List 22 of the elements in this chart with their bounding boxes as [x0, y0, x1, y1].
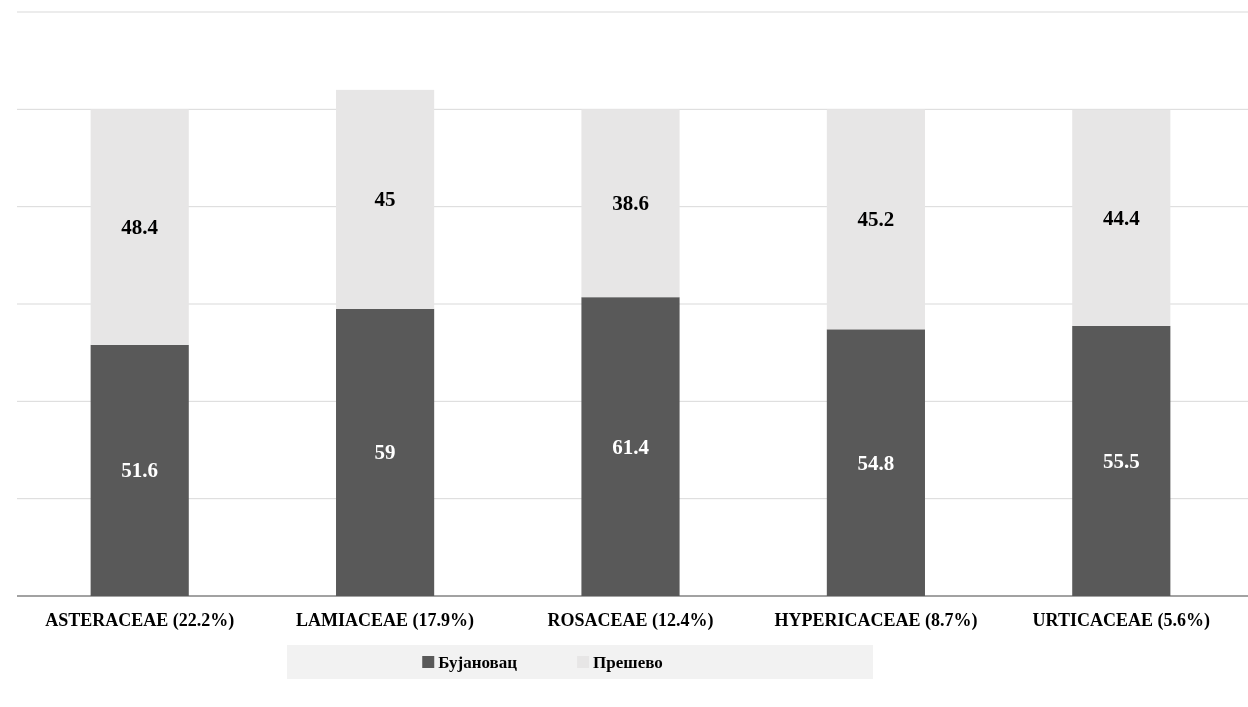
- legend-label: Прешево: [593, 653, 663, 672]
- bar: [581, 109, 680, 298]
- data-label: 48.4: [121, 215, 159, 240]
- bar: [90, 109, 189, 345]
- bar: [336, 89, 435, 309]
- data-label: 45.2: [857, 207, 895, 232]
- x-tick-label: ASTERACEAE (22.2%): [45, 610, 235, 631]
- data-label: 54.8: [857, 450, 895, 475]
- data-label: 61.4: [612, 434, 650, 459]
- x-tick-label: URTICACEAE (5.6%): [1032, 610, 1210, 631]
- data-label: 55.5: [1102, 448, 1140, 473]
- data-label: 51.6: [121, 458, 159, 483]
- legend-label: Бујановац: [438, 653, 518, 672]
- data-label: 38.6: [612, 191, 649, 216]
- bar: [1072, 109, 1171, 326]
- data-label: 44.4: [1102, 205, 1141, 230]
- data-label: 45: [374, 187, 396, 212]
- x-tick-label: LAMIACEAE (17.9%): [296, 610, 475, 631]
- x-tick-label: HYPERICACEAE (8.7%): [774, 610, 978, 631]
- bar: [826, 109, 925, 330]
- data-label: 59: [374, 440, 396, 465]
- x-tick-label: ROSACEAE (12.4%): [547, 610, 714, 631]
